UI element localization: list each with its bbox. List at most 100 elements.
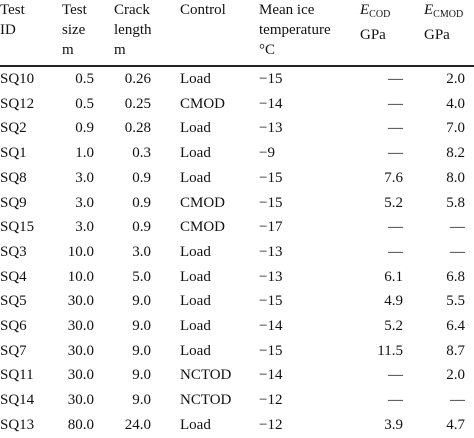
cell-crack-length: 0.9	[132, 194, 151, 211]
header-test-id-line1: Test	[0, 2, 25, 18]
cell-test-id: SQ4	[0, 268, 27, 285]
cell-test-size: 30.0	[67, 293, 94, 310]
header-temp-line1: Mean ice	[259, 2, 315, 18]
table-row: SQ3 10.0 3.0 Load −13 — —	[0, 240, 474, 265]
header-e-cod-symbol: ECOD	[360, 0, 390, 25]
cell-test-size: 30.0	[67, 342, 94, 359]
cell-e-cod: 3.9	[384, 416, 403, 433]
cell-test-id: SQ10	[0, 71, 35, 87]
cell-test-size: 80.0	[67, 416, 94, 433]
header-test-size-line3: m	[62, 42, 74, 58]
cell-mean-ice-temperature: −12	[259, 392, 283, 409]
table-row: SQ7 30.0 9.0 Load −15 11.5 8.7	[0, 339, 474, 364]
header-e-cmod-unit: GPa	[424, 27, 450, 43]
cell-test-size: 30.0	[67, 367, 94, 384]
table-row: SQ8 3.0 0.9 Load −15 7.6 8.0	[0, 166, 474, 191]
cell-e-cod: —	[388, 71, 403, 87]
header-test-size-line2: size	[62, 22, 86, 38]
cell-e-cmod: 7.0	[446, 120, 465, 137]
cell-control: NCTOD	[180, 367, 232, 384]
cell-e-cmod: 8.7	[446, 342, 465, 359]
cell-e-cmod: —	[450, 219, 465, 236]
cell-e-cod: —	[388, 243, 403, 260]
cell-control: Load	[180, 268, 211, 285]
cell-test-size: 30.0	[67, 318, 94, 334]
cell-crack-length: 24.0	[124, 416, 151, 433]
header-crack-length: Crack length m	[114, 0, 152, 60]
cell-crack-length: 0.28	[124, 120, 151, 137]
cell-crack-length: 0.25	[124, 95, 151, 112]
cell-test-id: SQ3	[0, 243, 27, 260]
cell-crack-length: 0.9	[132, 169, 151, 186]
cell-e-cod: —	[388, 95, 403, 112]
header-e-cod-unit: GPa	[360, 27, 386, 43]
cell-mean-ice-temperature: −15	[259, 169, 283, 186]
cell-control: Load	[180, 169, 211, 186]
e-cod-letter: E	[360, 2, 370, 18]
table-row: SQ6 30.0 9.0 Load −14 5.2 6.4	[0, 314, 474, 339]
cell-e-cmod: 4.0	[446, 95, 465, 112]
cell-crack-length: 0.3	[132, 145, 151, 162]
cell-test-id: SQ8	[0, 169, 27, 186]
cell-crack-length: 9.0	[132, 318, 151, 334]
header-crack-length-line1: Crack	[114, 2, 150, 18]
cell-e-cmod: 8.2	[446, 145, 465, 162]
cell-test-id: SQ15	[0, 219, 35, 236]
table-row: SQ10 0.5 0.26 Load −15 — 2.0	[0, 67, 474, 92]
cell-test-id: SQ1	[0, 145, 27, 162]
cell-test-size: 3.0	[75, 169, 94, 186]
cell-mean-ice-temperature: −17	[259, 219, 283, 236]
header-crack-length-line3: m	[114, 42, 126, 58]
table-row: SQ5 30.0 9.0 Load −15 4.9 5.5	[0, 289, 474, 314]
header-temp-line3: °C	[259, 42, 276, 58]
header-temp-line2: temperature	[259, 22, 331, 38]
table-row: SQ2 0.9 0.28 Load −13 — 7.0	[0, 116, 474, 141]
cell-control: Load	[180, 145, 211, 162]
cell-e-cmod: 2.0	[446, 71, 465, 87]
cell-test-size: 0.5	[75, 95, 94, 112]
cell-e-cmod: 6.8	[446, 268, 465, 285]
cell-test-id: SQ7	[0, 342, 27, 359]
table-row: SQ4 10.0 5.0 Load −13 6.1 6.8	[0, 265, 474, 290]
cell-test-id: SQ9	[0, 194, 27, 211]
cell-control: Load	[180, 120, 211, 137]
cell-control: Load	[180, 416, 211, 433]
cell-test-id: SQ2	[0, 120, 27, 137]
cell-e-cod: —	[388, 145, 403, 162]
header-e-cmod-symbol: ECMOD	[424, 0, 463, 25]
cell-control: CMOD	[180, 194, 226, 211]
header-crack-length-line2: length	[114, 22, 152, 38]
header-test-size-line1: Test	[62, 2, 87, 18]
cell-control: CMOD	[180, 95, 226, 112]
header-test-id: Test ID	[0, 0, 25, 40]
cell-test-id: SQ14	[0, 392, 35, 409]
cell-e-cod: 4.9	[384, 293, 403, 310]
cell-e-cod: —	[388, 367, 403, 384]
cell-e-cod: 5.2	[384, 318, 403, 334]
cell-crack-length: 9.0	[132, 392, 151, 409]
header-control-line1: Control	[180, 2, 226, 18]
cell-test-size: 30.0	[67, 392, 94, 409]
cell-mean-ice-temperature: −13	[259, 120, 283, 137]
cell-control: Load	[180, 342, 211, 359]
cell-mean-ice-temperature: −15	[259, 342, 283, 359]
cell-crack-length: 0.9	[132, 219, 151, 236]
cell-e-cod: 5.2	[384, 194, 403, 211]
table-row: SQ13 80.0 24.0 Load −12 3.9 4.7	[0, 413, 474, 438]
cell-mean-ice-temperature: −15	[259, 293, 283, 310]
cell-test-size: 10.0	[67, 268, 94, 285]
cell-crack-length: 5.0	[132, 268, 151, 285]
cell-test-size: 1.0	[75, 145, 94, 162]
header-mean-ice-temperature: Mean ice temperature °C	[259, 0, 331, 60]
cell-crack-length: 9.0	[132, 367, 151, 384]
cell-e-cmod: —	[450, 392, 465, 409]
cell-control: Load	[180, 293, 211, 310]
e-cod-subscript: COD	[369, 9, 391, 20]
cell-mean-ice-temperature: −14	[259, 95, 283, 112]
cell-e-cmod: 5.8	[446, 194, 465, 211]
header-rule	[0, 65, 474, 67]
table-row: SQ11 30.0 9.0 NCTOD −14 — 2.0	[0, 363, 474, 388]
table-row: SQ12 0.5 0.25 CMOD −14 — 4.0	[0, 92, 474, 117]
table-row: SQ1 1.0 0.3 Load −9 — 8.2	[0, 141, 474, 166]
